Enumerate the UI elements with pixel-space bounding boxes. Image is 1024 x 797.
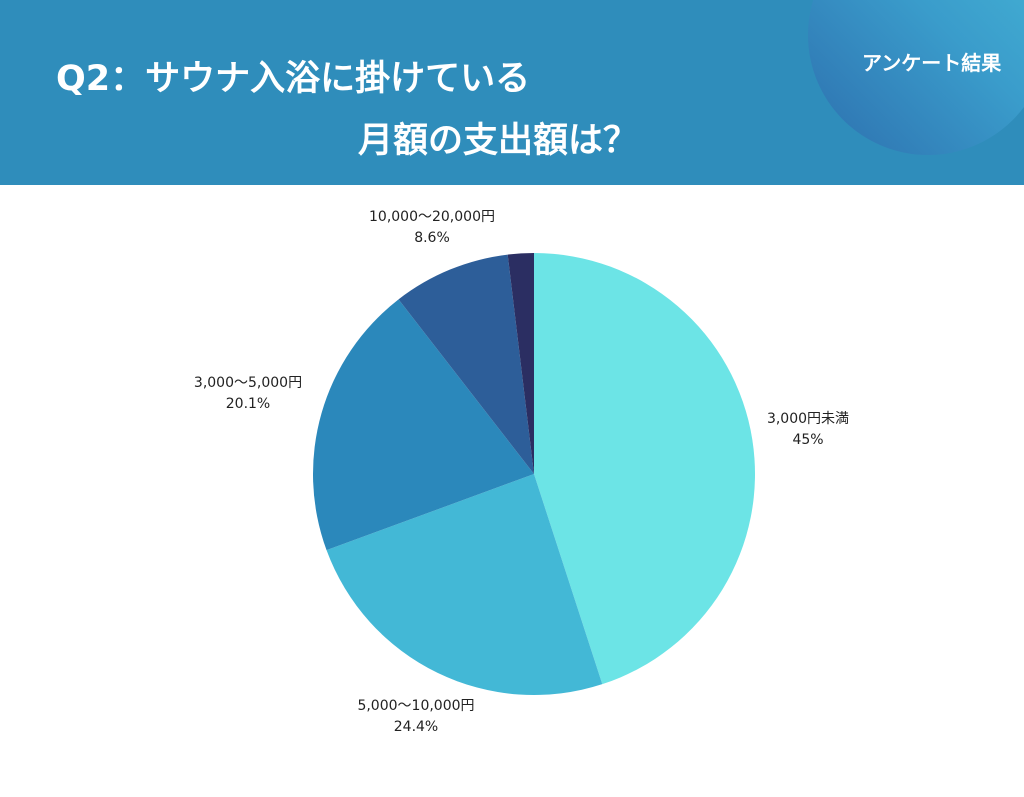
slice-value-label-1: 45% <box>792 432 823 448</box>
pie-slice-5 <box>507 253 534 474</box>
slice-label-4: 10,000〜20,000円 <box>369 209 495 225</box>
slice-value-label-3: 20.1% <box>226 396 270 412</box>
page-title-line2: 月額の支出額は？ <box>358 121 639 161</box>
pie-slice-4 <box>398 254 534 474</box>
pie-slice-1 <box>534 253 756 685</box>
slice-label-1: 3,000円未満 <box>767 411 849 427</box>
pie-slices <box>313 253 756 695</box>
slice-value-label-4: 8.6% <box>414 230 450 246</box>
page-title-line1: Q2：サウナ入浴に掛けている <box>56 59 531 99</box>
pie-labels: 3,000円未満 45% 5,000〜10,000円 24.4% 3,000〜5,000… <box>194 209 849 735</box>
slice-value-label-2: 24.4% <box>394 719 438 735</box>
survey-results-badge: アンケート結果 <box>862 51 1002 75</box>
header-banner: Q2：サウナ入浴に掛けている 月額の支出額は？ アンケート結果 <box>0 0 1024 185</box>
pie-slice-3 <box>313 299 534 551</box>
slice-label-3: 3,000〜5,000円 <box>194 375 302 391</box>
slice-label-2: 5,000〜10,000円 <box>357 698 474 714</box>
pie-slice-2 <box>326 474 603 695</box>
